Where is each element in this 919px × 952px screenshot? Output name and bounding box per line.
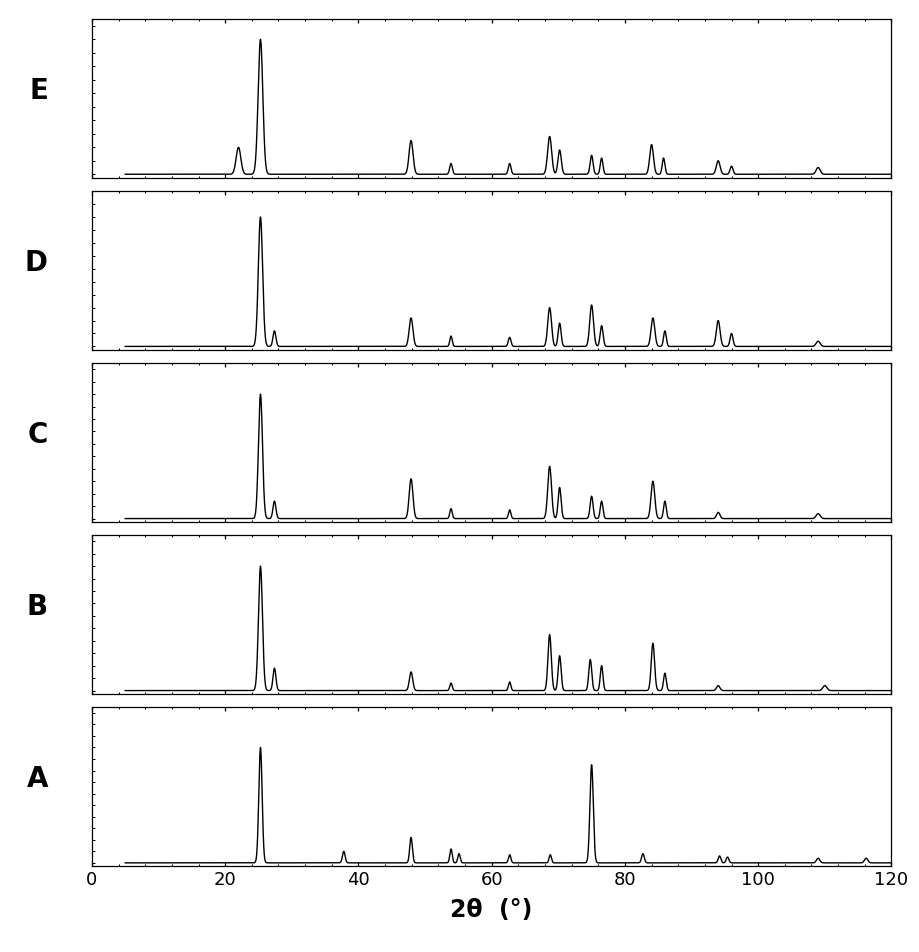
Text: E: E <box>29 77 48 105</box>
Text: B: B <box>27 593 48 621</box>
X-axis label: 2θ  (°): 2θ (°) <box>450 898 533 922</box>
Text: A: A <box>27 764 48 793</box>
Text: D: D <box>25 248 48 277</box>
Text: C: C <box>28 421 48 448</box>
